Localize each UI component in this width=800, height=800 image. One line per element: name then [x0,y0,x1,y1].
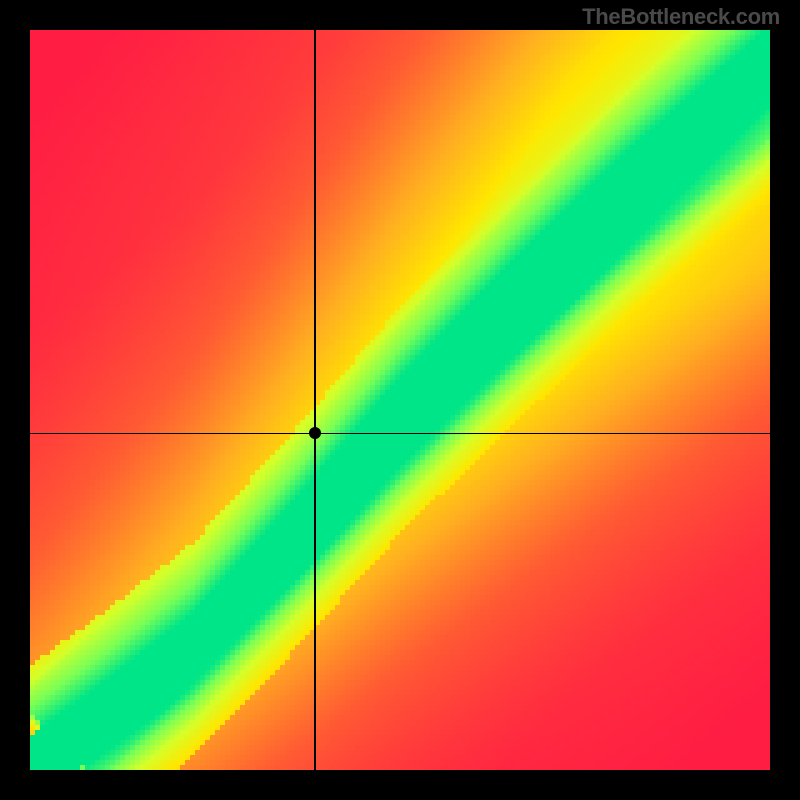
heatmap-canvas [30,30,770,770]
chart-frame: TheBottleneck.com [0,0,800,800]
watermark-text: TheBottleneck.com [582,4,780,30]
crosshair-horizontal [30,433,770,435]
heatmap-plot [30,30,770,770]
crosshair-vertical [314,30,316,770]
